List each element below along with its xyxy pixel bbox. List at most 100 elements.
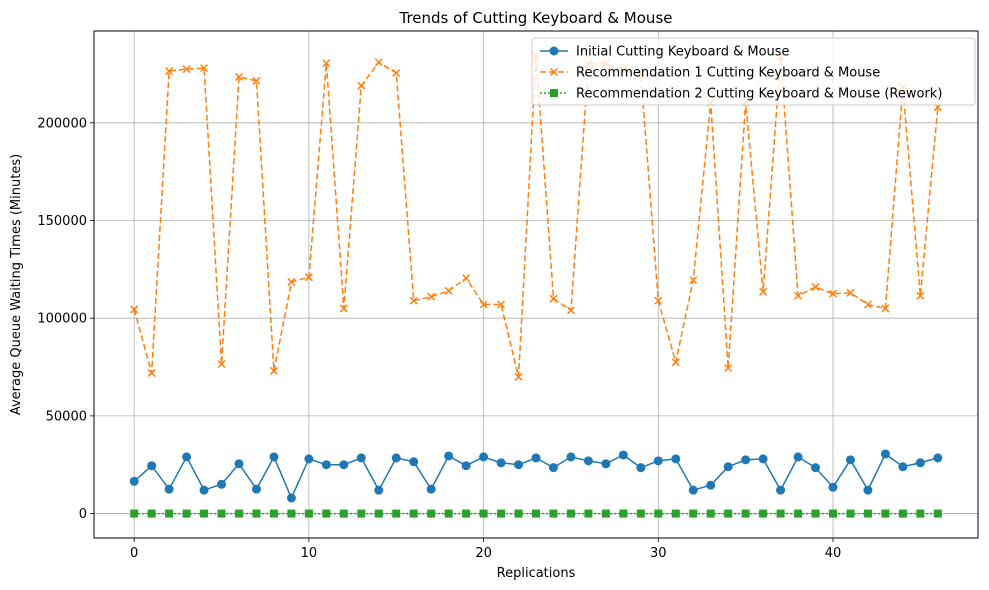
legend-label: Recommendation 2 Cutting Keyboard & Mous… [576, 87, 942, 102]
series-3-point [392, 509, 401, 518]
series-1-point [933, 453, 943, 463]
series-2-point-stroke [392, 68, 401, 78]
legend: Initial Cutting Keyboard & Mouse Recommen… [531, 37, 976, 106]
series-2-line [133, 55, 939, 377]
series-2-point-stroke [200, 64, 209, 73]
series-1-point [269, 452, 279, 462]
series-2-point-stroke [549, 294, 558, 303]
series-3-point [252, 509, 261, 518]
series-2-point-stroke [759, 287, 768, 296]
plot-frame [93, 30, 979, 539]
legend-marker [550, 89, 558, 97]
series-2-point [671, 358, 680, 367]
series-3 [130, 509, 942, 518]
series-3-point [898, 509, 907, 518]
series-1-point [199, 485, 209, 495]
series-3-point [497, 509, 506, 518]
series-3-point [916, 509, 925, 518]
series-1-point [548, 463, 558, 473]
series-1-point [461, 461, 471, 471]
series-2-point [304, 273, 313, 282]
chart-title: Trends of Cutting Keyboard & Mouse [399, 9, 673, 27]
series-2-point [252, 76, 261, 85]
y-tick-label: 0 [79, 507, 87, 522]
series-3-point [165, 509, 174, 518]
series-3-point [374, 509, 383, 518]
series-2-point [497, 300, 506, 309]
series-2-point [846, 288, 855, 297]
x-tick-label: 30 [650, 546, 667, 561]
series-3-point [479, 509, 488, 518]
x-tick-label: 20 [475, 546, 492, 561]
series-1 [129, 449, 943, 503]
series-3-point [269, 509, 278, 518]
series-3-point [322, 509, 331, 518]
series-1-point [129, 476, 139, 486]
series-2-point [217, 360, 226, 369]
series-2-point [916, 291, 925, 300]
series-1-point [321, 460, 331, 470]
series-2-point [165, 67, 174, 76]
series-1-point [304, 454, 314, 464]
series-2-point-stroke [916, 291, 925, 300]
series-1-point [758, 454, 768, 464]
series-2-point-stroke [304, 273, 313, 282]
series-3-point [130, 509, 139, 518]
series-3-point [200, 509, 209, 518]
series-2-point [357, 81, 366, 90]
series-1-point [182, 452, 192, 462]
series-2-point [130, 305, 139, 314]
y-tick-label: 100000 [37, 312, 87, 327]
series-3-point [741, 509, 750, 518]
series-2-point [287, 278, 296, 287]
series-1-point [723, 462, 733, 472]
legend-box [531, 37, 976, 106]
series-2-point-stroke [811, 282, 820, 291]
series-1-point [706, 480, 716, 490]
series-2-point-stroke [217, 360, 226, 369]
series-3-point [654, 509, 663, 518]
series-3-point [357, 509, 366, 518]
series-1-point [845, 455, 855, 465]
series-1-point [147, 461, 157, 471]
series-3-point [566, 509, 575, 518]
series-1-point [444, 451, 454, 461]
series-3-point [532, 509, 540, 518]
series-2-point-stroke [444, 286, 453, 295]
series-1-point [217, 479, 227, 489]
series-2-point-stroke [339, 304, 348, 313]
series-1-point [234, 459, 244, 469]
series-1-point [426, 484, 436, 494]
legend-entry: Initial Cutting Keyboard & Mouse [540, 45, 790, 60]
legend-entry: Recommendation 2 Cutting Keyboard & Mous… [540, 87, 942, 102]
series-2-point [654, 296, 663, 305]
series-1-point [793, 452, 803, 462]
series-2-point [427, 292, 436, 301]
series-2-point-stroke [689, 276, 698, 285]
x-tick-label: 10 [301, 546, 318, 561]
series-2-point [689, 276, 698, 285]
series-1-point [915, 458, 925, 468]
series-1-point [880, 449, 890, 459]
series-2-point-stroke [130, 305, 139, 314]
series-2-point [269, 366, 278, 375]
series-3-point [671, 509, 680, 518]
series-1-point [374, 485, 384, 495]
series-3-point [235, 509, 244, 518]
series-3-point [811, 509, 820, 518]
series-3-point [846, 509, 855, 518]
series-1-point [636, 463, 646, 473]
series-2-point [566, 306, 575, 315]
series-1-point [164, 484, 174, 494]
series-3-point [584, 509, 593, 518]
series-1-point [479, 452, 489, 462]
legend-entry: Recommendation 1 Cutting Keyboard & Mous… [540, 66, 880, 81]
series-3-point [689, 509, 698, 518]
series-2-point [724, 363, 733, 373]
series-2-point [811, 282, 820, 291]
series-3-point [182, 509, 191, 518]
series-2-point-stroke [427, 292, 436, 301]
series-2-point-stroke [724, 363, 733, 373]
series-2-point-stroke [881, 304, 890, 313]
series-2-point [234, 72, 244, 81]
